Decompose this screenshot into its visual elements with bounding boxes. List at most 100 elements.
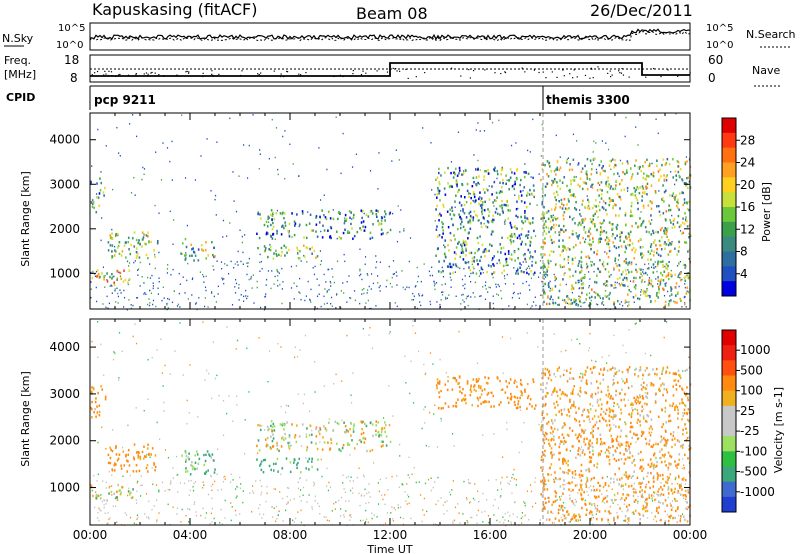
echo-cell [597,239,600,243]
echo-cell [462,171,465,175]
echo-cell [611,158,614,161]
echo-cell [541,265,544,268]
noise-cell [367,299,369,302]
noise-cell [367,289,369,291]
noise-cell [334,508,336,510]
noise-cell [328,519,330,522]
echo-cell [670,293,673,296]
noise-cell [221,523,224,525]
echo-cell [562,249,564,252]
noise-cell [177,473,179,476]
noise-cell [126,494,129,497]
echo-cell [526,191,529,194]
noise-cell [673,300,675,303]
echo-cell [688,200,690,204]
echo-cell [520,378,522,382]
noise-cell [484,298,487,301]
echo-cell [375,215,378,219]
noise-cell [542,285,545,287]
noise-cell [160,179,163,181]
echo-cell [309,247,311,251]
noise-cell [631,407,633,409]
echo-cell [581,488,583,491]
echo-cell [675,194,678,197]
nave-dot [376,70,378,72]
echo-cell [611,437,614,441]
echo-cell [505,380,507,383]
echo-cell [189,473,192,476]
noise-cell [163,297,165,299]
noise-cell [440,497,442,499]
echo-cell [607,385,609,389]
noise-cell [203,281,205,283]
noise-cell [256,286,258,289]
echo-cell [673,218,676,221]
noise-cell [251,511,253,513]
echo-cell [616,515,619,518]
echo-cell [311,252,313,255]
noise-cell [574,498,576,501]
y-tick-label: 4000 [49,133,80,147]
echo-cell [524,258,527,262]
echo-cell [568,469,571,472]
noise-cell [235,210,238,213]
noise-cell [359,504,361,507]
echo-cell [195,450,198,453]
echo-cell [642,219,645,223]
noise-cell [483,130,486,132]
echo-cell [462,387,464,391]
noise-cell [638,168,641,170]
noise-cell [379,478,381,481]
echo-cell [591,237,594,240]
echo-cell [639,217,641,220]
echo-cell [337,211,340,215]
echo-cell [605,236,608,239]
echo-cell [625,237,628,240]
echo-cell [527,394,530,398]
noise-cell [132,304,134,307]
nave-dot [484,69,486,71]
noise-cell [105,487,107,489]
noise-cell [259,503,261,506]
echo-cell [279,212,282,215]
noise-cell [309,299,311,302]
noise-cell [359,248,361,251]
echo-cell [565,517,567,520]
echo-cell [259,428,262,432]
noise-cell [622,344,624,347]
echo-cell [623,260,626,263]
noise-cell [418,481,420,483]
noise-cell [91,489,93,492]
echo-cell [595,199,597,202]
noise-cell [277,168,279,171]
noise-cell [499,496,501,499]
noise-cell [510,144,513,147]
noise-cell [325,281,327,283]
echo-cell [441,236,443,239]
noise-cell [188,412,190,414]
echo-cell [579,177,582,180]
echo-cell [586,173,588,177]
noise-cell [445,372,447,374]
echo-cell [618,369,621,372]
noise-cell [375,255,377,257]
echo-cell [554,499,557,503]
noise-cell [684,302,686,304]
echo-cell [596,509,599,513]
noise-cell [90,281,92,283]
echo-cell [588,296,591,300]
noise-cell [365,302,367,304]
noise-cell [148,517,150,520]
echo-cell [603,229,605,233]
echo-cell [685,220,688,223]
echo-cell [574,433,577,437]
echo-cell [657,494,660,497]
nave-dot [145,72,148,74]
echo-cell [656,247,658,251]
nave-dot [653,67,655,70]
echo-cell [631,201,633,205]
noise-cell [350,476,352,478]
noise-cell [376,516,378,518]
noise-cell [482,492,484,495]
echo-cell [435,178,437,182]
